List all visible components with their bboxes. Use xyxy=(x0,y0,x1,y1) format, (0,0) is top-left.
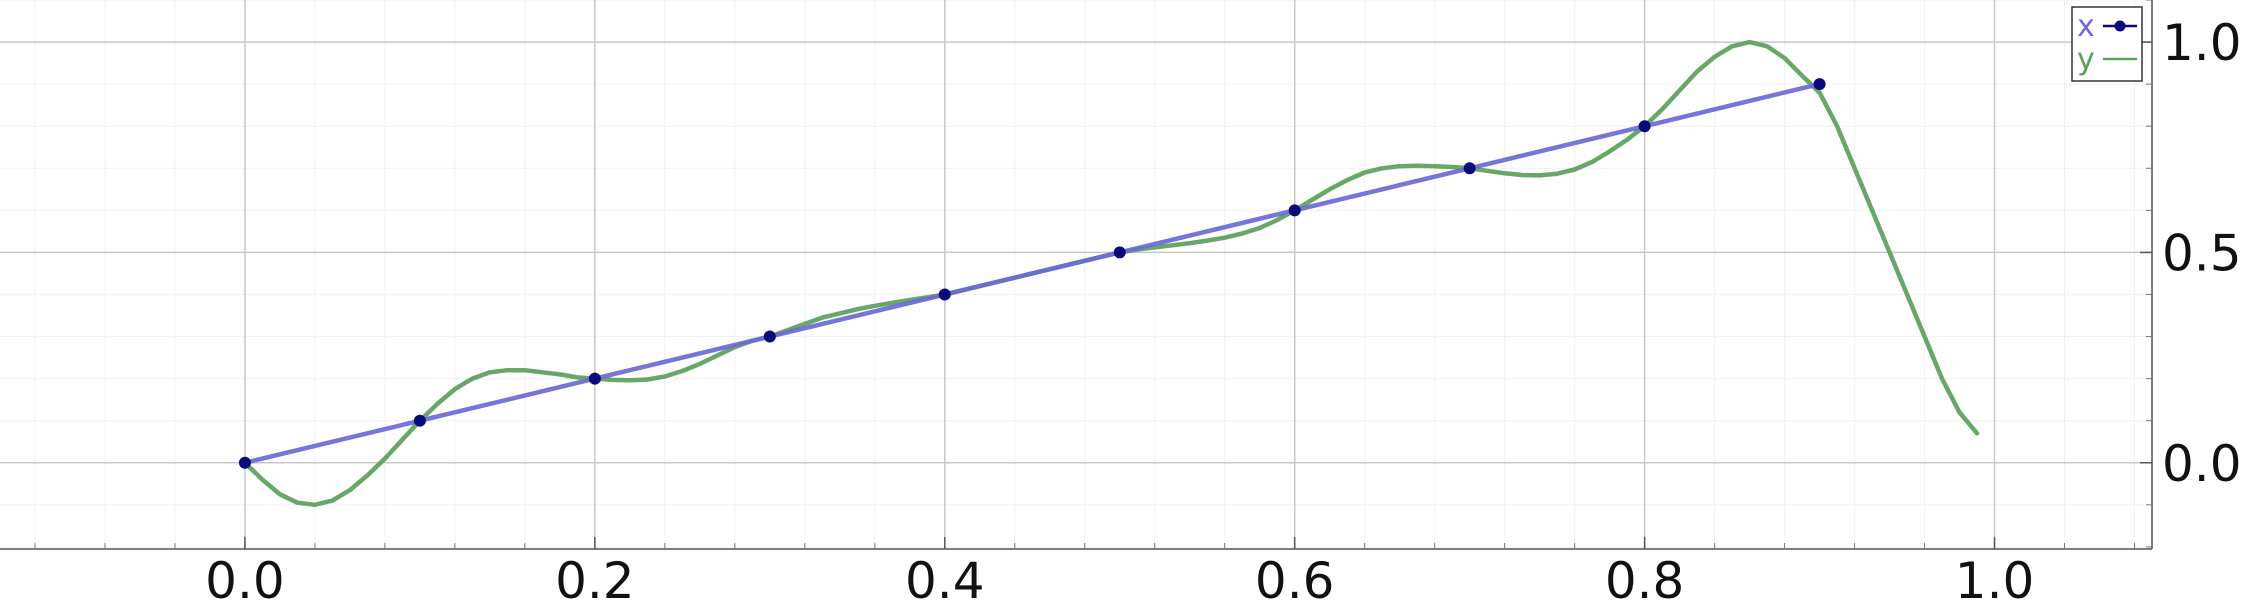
axis-ticks xyxy=(34,0,2152,549)
legend-label-y: y xyxy=(2077,42,2095,77)
series-point-x xyxy=(413,414,426,427)
x-tick-label: 0.0 xyxy=(205,552,285,600)
series-point-x xyxy=(588,372,601,385)
x-tick-label: 0.2 xyxy=(555,552,635,600)
minor-grid xyxy=(0,0,2152,549)
y-tick-label: 0.0 xyxy=(2162,435,2242,493)
series-point-x xyxy=(1288,204,1301,217)
series-point-x xyxy=(1813,78,1826,91)
tick-labels: 0.0 0.2 0.4 0.6 0.8 1.0 0.0 0.5 1.0 xyxy=(205,14,2241,600)
series-point-x xyxy=(763,330,776,343)
legend-box xyxy=(2071,6,2143,82)
legend-marker-x xyxy=(2114,20,2126,32)
series-point-x xyxy=(1638,120,1651,133)
series-layer xyxy=(238,39,1980,508)
series-point-x xyxy=(1113,246,1126,259)
series-point-x xyxy=(238,456,251,469)
x-tick-label: 0.4 xyxy=(905,552,985,600)
x-tick-label: 0.6 xyxy=(1255,552,1335,600)
y-tick-label: 0.5 xyxy=(2162,224,2242,282)
y-tick-label: 1.0 xyxy=(2162,14,2242,72)
series-line-x xyxy=(242,81,1822,466)
x-tick-label: 1.0 xyxy=(1955,552,2035,600)
series-point-x xyxy=(938,288,951,301)
series-line-y xyxy=(242,39,1980,508)
series-point-x xyxy=(1463,162,1476,175)
legend-label-x: x xyxy=(2077,9,2095,44)
x-tick-label: 0.8 xyxy=(1605,552,1685,600)
legend: xy xyxy=(2071,6,2143,82)
major-grid xyxy=(0,0,2152,549)
